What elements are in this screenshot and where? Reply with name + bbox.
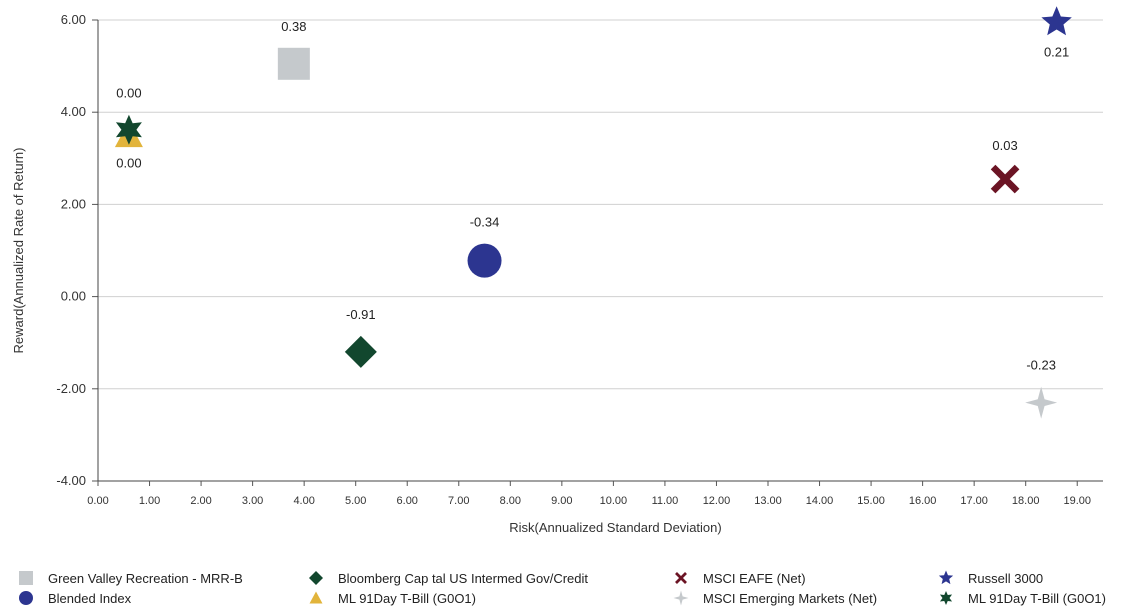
data-label: -0.23	[1026, 358, 1056, 373]
legend-item: ML 91Day T-Bill (G0O1)	[308, 590, 673, 606]
legend-marker-star6	[939, 591, 953, 605]
x-tick-label: 9.00	[551, 495, 572, 507]
data-label: 0.38	[281, 19, 306, 34]
legend-label: MSCI Emerging Markets (Net)	[703, 590, 878, 606]
legend-swatch	[309, 591, 323, 604]
legend-marker-star5	[938, 570, 954, 585]
y-tick-label: -2.00	[56, 381, 86, 396]
legend-label: Russell 3000	[968, 570, 1044, 586]
data-point-circle	[467, 243, 502, 278]
legend-marker-triangle	[309, 591, 323, 604]
legend-label: Blended Index	[48, 590, 132, 606]
x-tick-label: 0.00	[87, 495, 108, 507]
x-tick-label: 12.00	[703, 495, 731, 507]
legend-marker-star4	[673, 590, 689, 606]
tick-labels: -4.00 -2.00 0.00 2.00 4.00 6.00 0.00 1.00 2.00 3.…	[56, 12, 1091, 507]
legend-marker-circle	[19, 591, 33, 605]
x-tick-label: 18.00	[1012, 495, 1040, 507]
x-tick-label: 4.00	[293, 495, 314, 507]
legend-swatch	[673, 590, 689, 606]
data-label: 0.03	[992, 138, 1017, 153]
x-tick-label: 16.00	[909, 495, 937, 507]
x-tick-label: 11.00	[652, 495, 679, 507]
data-point-star6	[115, 114, 142, 145]
legend-swatch	[19, 591, 33, 605]
legend-item: Bloomberg Cap tal US Intermed Gov/Credit	[308, 570, 673, 586]
x-tick-label: 13.00	[754, 495, 782, 507]
x-tick-label: 7.00	[448, 495, 469, 507]
legend-item: Green Valley Recreation - MRR-B	[18, 570, 308, 586]
legend-label: MSCI EAFE (Net)	[703, 570, 806, 586]
legend-marker-x	[675, 572, 687, 584]
scatter-chart: -4.00 -2.00 0.00 2.00 4.00 6.00 0.00 1.00 2.00 3.…	[11, 6, 1103, 535]
legend-swatch	[309, 571, 323, 585]
axes	[92, 19, 1103, 486]
legend-label: Green Valley Recreation - MRR-B	[48, 570, 243, 586]
x-tick-label: 17.00	[960, 495, 988, 507]
x-tick-label: 15.00	[857, 495, 885, 507]
legend-swatch	[938, 570, 954, 585]
data-point-star4	[1025, 386, 1058, 419]
legend-marker-square	[19, 571, 33, 585]
y-tick-label: 0.00	[61, 289, 86, 304]
y-tick-label: -4.00	[56, 473, 86, 488]
legend-swatch	[675, 572, 687, 584]
data-label: 0.00	[116, 86, 141, 101]
x-tick-label: 8.00	[500, 495, 521, 507]
data-label: 0.00	[116, 155, 141, 170]
data-point-star5	[1041, 6, 1072, 36]
x-tick-label: 1.00	[139, 495, 160, 507]
chart-legend: Green Valley Recreation - MRR-B Bloomberg…	[18, 570, 1118, 606]
x-tick-label: 2.00	[190, 495, 211, 507]
legend-swatch	[939, 591, 953, 605]
legend-item: MSCI Emerging Markets (Net)	[673, 590, 938, 606]
x-tick-label: 14.00	[806, 495, 834, 507]
legend-swatch	[19, 571, 33, 585]
data-labels: 0.38 -0.91 0.03 0.21 -0.34 0.00 -0.23 0.00	[116, 19, 1069, 373]
legend-marker-diamond	[309, 571, 323, 585]
x-tick-label: 6.00	[397, 495, 418, 507]
y-tick-label: 4.00	[61, 104, 86, 119]
data-point-x	[990, 164, 1020, 194]
legend-item: MSCI EAFE (Net)	[673, 570, 938, 586]
y-tick-label: 2.00	[61, 196, 86, 211]
x-tick-label: 5.00	[345, 495, 366, 507]
y-axis-title: Reward(Annualized Rate of Return)	[11, 148, 26, 354]
data-label: -0.91	[346, 307, 376, 322]
data-point-square	[277, 47, 310, 80]
data-point-diamond	[344, 335, 377, 368]
gridlines	[98, 19, 1103, 390]
legend-item: ML 91Day T-Bill (G0O1)	[938, 590, 1118, 606]
x-tick-label: 3.00	[242, 495, 263, 507]
legend-item: Blended Index	[18, 590, 308, 606]
legend-label: ML 91Day T-Bill (G0O1)	[338, 590, 476, 606]
data-points	[114, 6, 1072, 419]
data-label: -0.34	[470, 215, 500, 230]
data-label: 0.21	[1044, 44, 1069, 59]
legend-label: ML 91Day T-Bill (G0O1)	[968, 590, 1106, 606]
legend-label: Bloomberg Cap tal US Intermed Gov/Credit	[338, 570, 588, 586]
y-tick-label: 6.00	[61, 12, 86, 27]
x-tick-label: 19.00	[1063, 495, 1091, 507]
legend-item: Russell 3000	[938, 570, 1118, 586]
x-tick-label: 10.00	[600, 495, 628, 507]
x-axis-title: Risk(Annualized Standard Deviation)	[509, 520, 721, 535]
